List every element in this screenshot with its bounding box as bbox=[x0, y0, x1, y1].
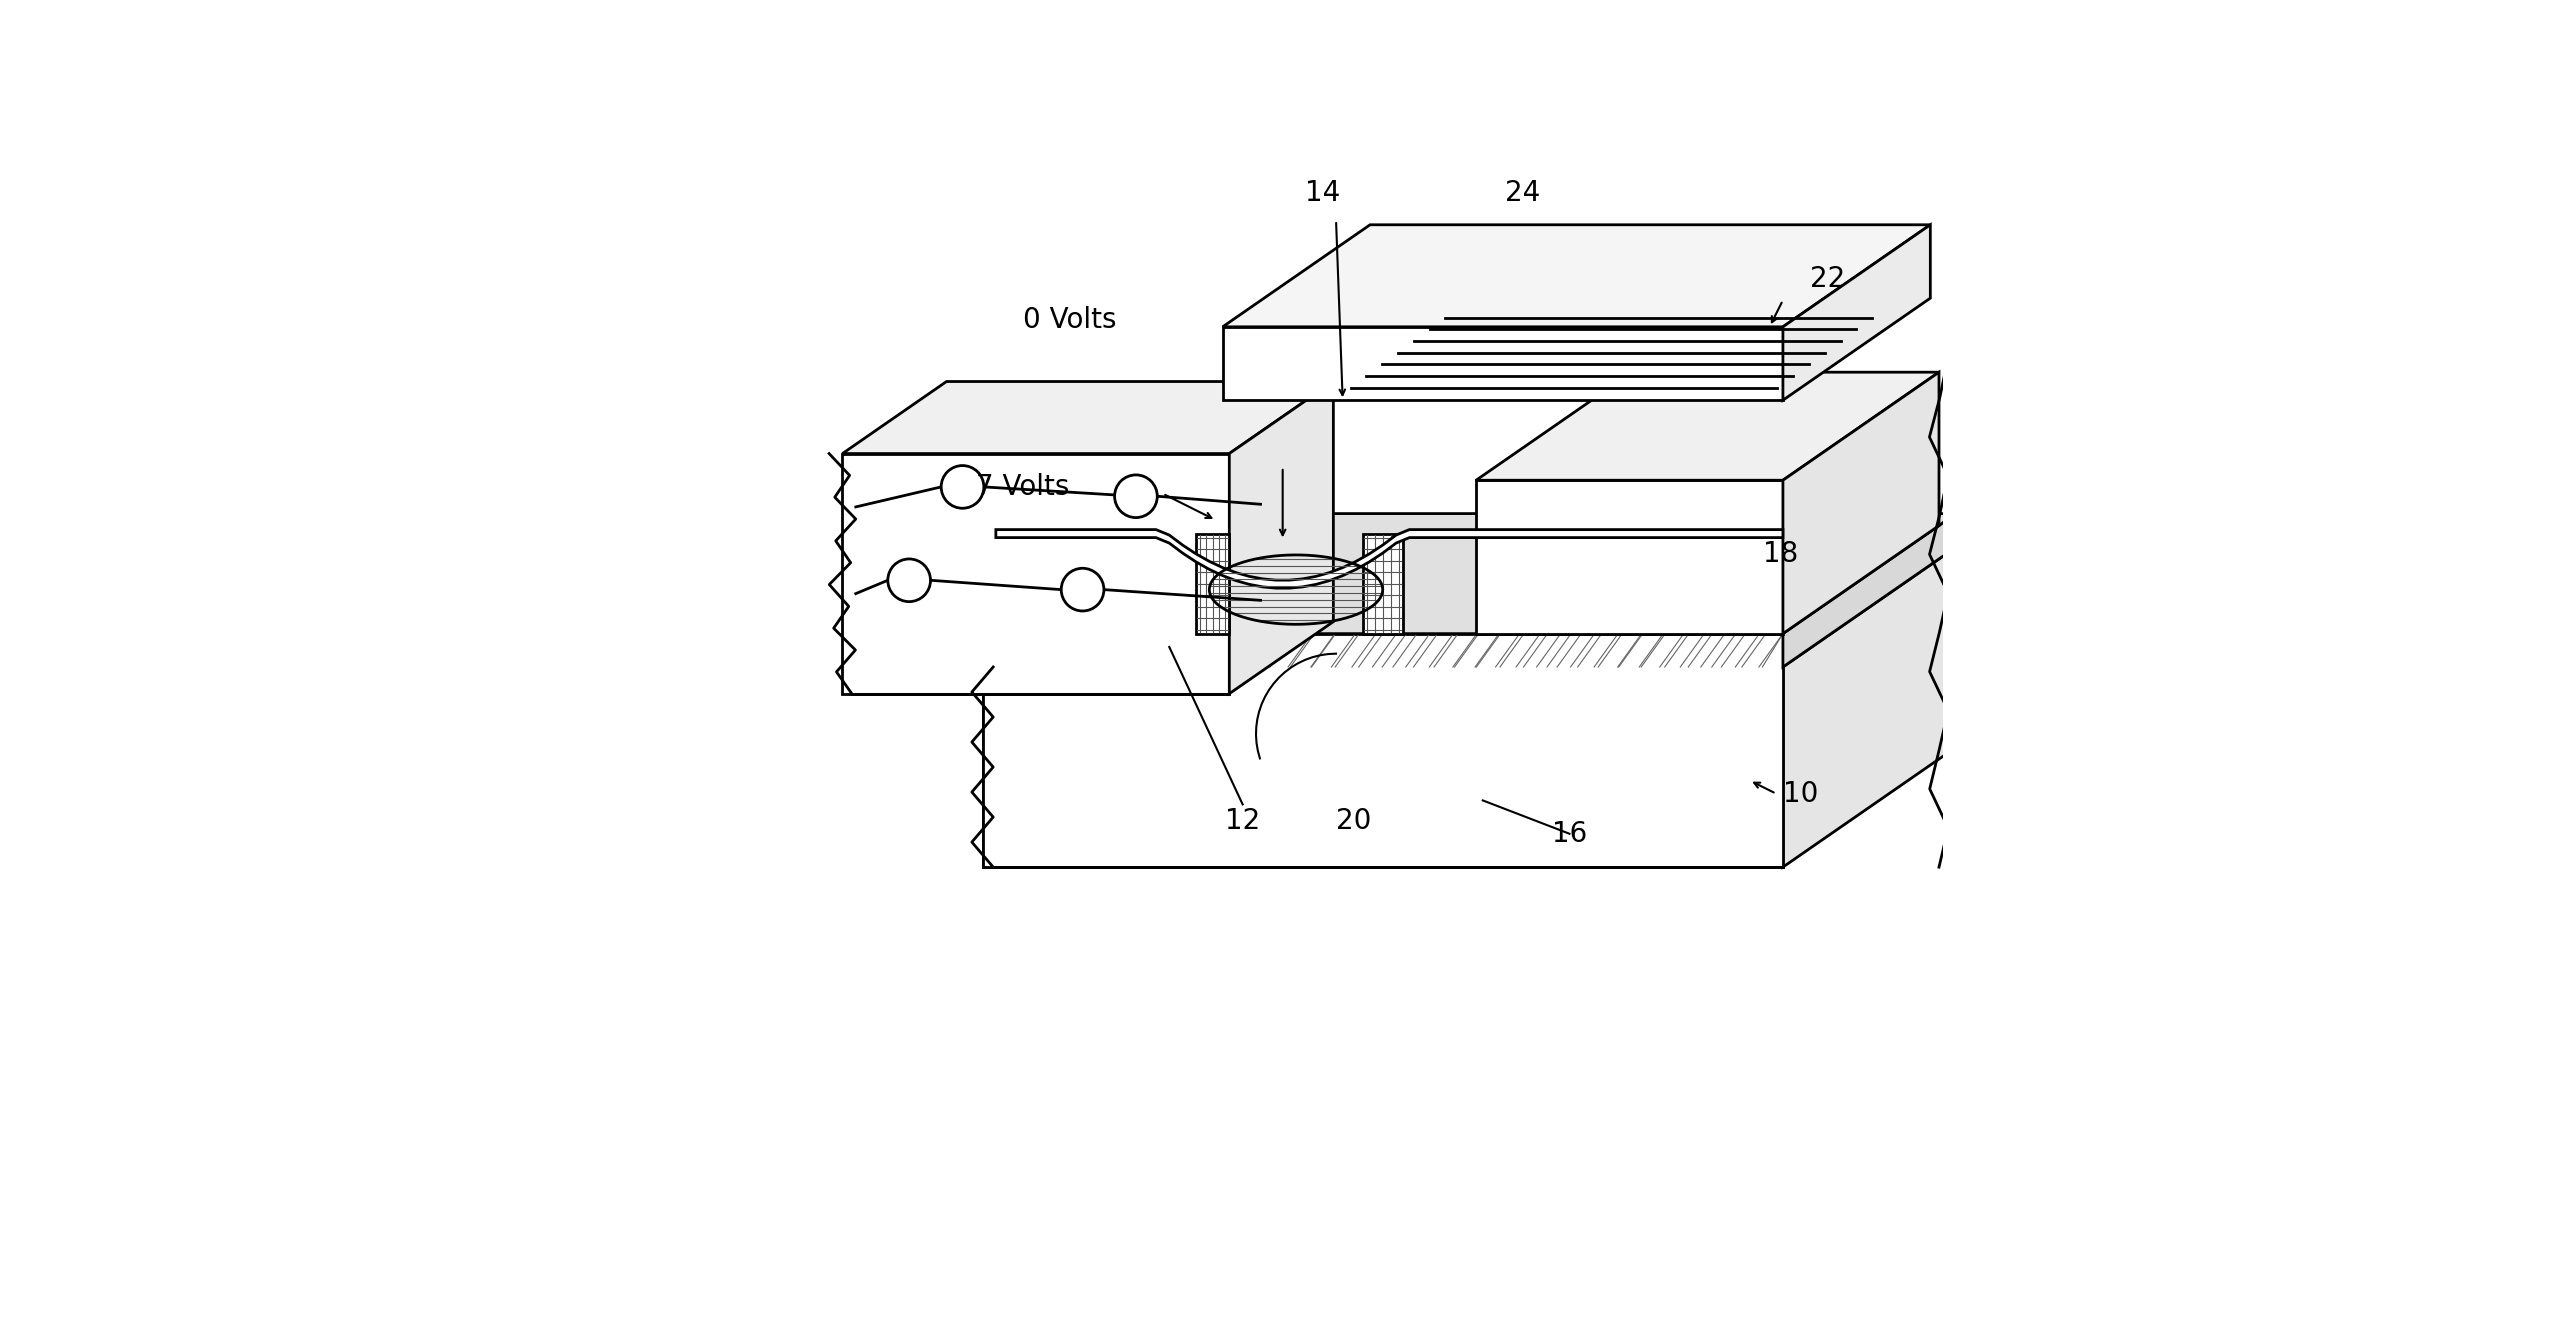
Text: 16: 16 bbox=[1552, 820, 1587, 847]
Text: 14: 14 bbox=[1304, 179, 1340, 207]
Polygon shape bbox=[1784, 372, 1940, 634]
Text: 22: 22 bbox=[1809, 265, 1845, 293]
Text: 7 Volts: 7 Volts bbox=[975, 474, 1069, 500]
Polygon shape bbox=[1222, 327, 1784, 400]
Polygon shape bbox=[1197, 534, 1230, 634]
Polygon shape bbox=[1475, 372, 1940, 480]
Polygon shape bbox=[995, 530, 1784, 588]
Text: 0 Volts: 0 Volts bbox=[1023, 307, 1115, 334]
Text: 12: 12 bbox=[1225, 807, 1261, 835]
Polygon shape bbox=[983, 547, 1957, 667]
Polygon shape bbox=[1784, 224, 1929, 400]
Text: 20: 20 bbox=[1337, 807, 1370, 835]
Polygon shape bbox=[983, 634, 1784, 867]
Polygon shape bbox=[983, 667, 1784, 867]
Polygon shape bbox=[842, 454, 1230, 694]
Text: 18: 18 bbox=[1763, 540, 1799, 567]
Circle shape bbox=[1115, 475, 1156, 518]
Text: 10: 10 bbox=[1784, 780, 1817, 807]
Polygon shape bbox=[1363, 534, 1404, 634]
Polygon shape bbox=[842, 382, 1332, 454]
Circle shape bbox=[942, 466, 985, 508]
Polygon shape bbox=[1222, 224, 1929, 327]
Polygon shape bbox=[1475, 480, 1784, 634]
Polygon shape bbox=[1230, 382, 1332, 694]
Circle shape bbox=[1062, 568, 1105, 611]
Polygon shape bbox=[983, 514, 1957, 634]
Text: 24: 24 bbox=[1506, 179, 1541, 207]
Circle shape bbox=[888, 559, 931, 602]
Polygon shape bbox=[1784, 514, 1957, 667]
Polygon shape bbox=[1784, 547, 1957, 867]
